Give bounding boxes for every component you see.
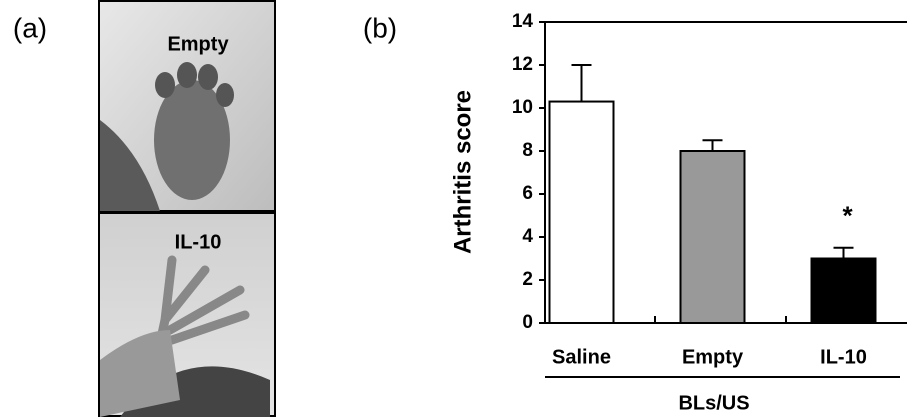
y-tick-label: 8 <box>522 140 533 161</box>
panel-label: (b) <box>363 12 397 43</box>
x-tick-label: Empty <box>682 346 744 368</box>
photo-label: IL-10 <box>175 231 222 253</box>
photo <box>98 0 276 212</box>
x-axis-label: BLs/US <box>678 392 749 414</box>
y-tick-label: 12 <box>512 54 533 75</box>
y-tick-label: 2 <box>522 269 533 290</box>
photo <box>98 212 276 417</box>
y-tick-label: 10 <box>512 97 533 118</box>
y-tick-label: 14 <box>512 11 534 32</box>
y-tick-label: 6 <box>522 183 533 204</box>
y-tick-label: 0 <box>522 312 533 333</box>
bar <box>548 100 615 324</box>
photo-label: Empty <box>167 33 229 55</box>
y-axis-label: Arthritis score <box>449 90 476 254</box>
bar <box>679 150 746 324</box>
panel-label: (a) <box>13 12 47 43</box>
bar <box>810 257 877 324</box>
y-tick-label: 4 <box>522 226 533 247</box>
x-tick-label: IL-10 <box>820 346 867 368</box>
annotation: * <box>842 201 853 231</box>
x-tick-label: Saline <box>552 346 611 368</box>
